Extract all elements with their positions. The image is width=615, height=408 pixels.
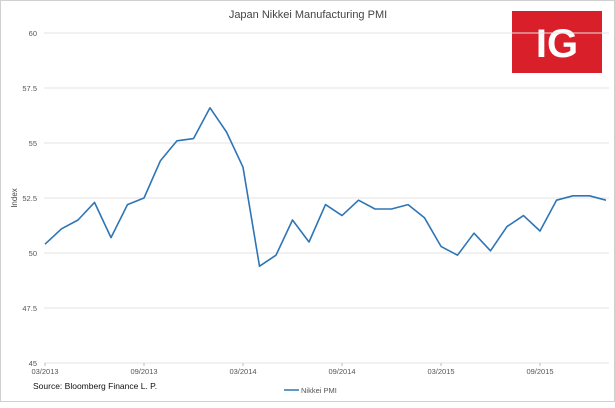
data-point — [77, 219, 79, 221]
series-group — [44, 107, 607, 268]
data-point — [209, 107, 211, 109]
data-point — [473, 232, 475, 234]
data-point — [308, 241, 310, 243]
legend: Nikkei PMI — [284, 386, 337, 395]
data-point — [60, 228, 62, 230]
data-point — [522, 214, 524, 216]
data-point — [440, 245, 442, 247]
data-point — [357, 199, 359, 201]
data-point — [192, 137, 194, 139]
data-point — [44, 243, 46, 245]
data-point — [258, 265, 260, 267]
x-tick-label: 03/2014 — [229, 367, 256, 376]
logo-text: IG — [536, 22, 578, 66]
y-tick-label: 45 — [29, 359, 37, 368]
data-point — [242, 166, 244, 168]
x-axis-ticks: 03/2013 09/2013 03/2014 09/2014 03/2015 09/20… — [31, 363, 554, 376]
y-tick-label: 52.5 — [22, 194, 37, 203]
data-point — [506, 225, 508, 227]
data-point — [407, 203, 409, 205]
data-point — [555, 199, 557, 201]
y-tick-label: 55 — [29, 139, 37, 148]
x-tick-label: 09/2014 — [328, 367, 355, 376]
x-tick-label: 09/2015 — [526, 367, 553, 376]
y-tick-label: 47.5 — [22, 304, 37, 313]
data-point — [159, 159, 161, 161]
data-point — [291, 219, 293, 221]
data-point — [126, 203, 128, 205]
y-axis-title: Index — [10, 188, 19, 208]
series-line-nikkei-pmi — [44, 107, 607, 268]
x-tick-label: 03/2015 — [427, 367, 454, 376]
logo-background — [512, 11, 602, 73]
logo: IG — [512, 11, 602, 73]
legend-label-nikkei-pmi: Nikkei PMI — [301, 386, 337, 395]
data-point — [390, 208, 392, 210]
data-point — [93, 201, 95, 203]
data-point — [324, 203, 326, 205]
data-point — [374, 208, 376, 210]
data-point — [605, 199, 607, 201]
data-point — [176, 140, 178, 142]
y-axis-ticks: 45 47.5 50 52.5 55 57.5 60 — [22, 29, 37, 368]
data-point — [275, 254, 277, 256]
data-point — [143, 197, 145, 199]
data-point — [489, 250, 491, 252]
y-tick-label: 60 — [29, 29, 37, 38]
grid-lines — [44, 32, 609, 364]
data-point — [225, 131, 227, 133]
y-tick-label: 57.5 — [22, 84, 37, 93]
data-point — [588, 195, 590, 197]
data-point — [539, 230, 541, 232]
x-tick-label: 09/2013 — [130, 367, 157, 376]
x-tick-label: 03/2013 — [31, 367, 58, 376]
data-point — [110, 236, 112, 238]
data-point — [572, 195, 574, 197]
source-note: Source: Bloomberg Finance L. P. — [33, 381, 157, 391]
chart-title: Japan Nikkei Manufacturing PMI — [229, 9, 387, 21]
data-point — [456, 254, 458, 256]
data-point — [341, 214, 343, 216]
y-tick-label: 50 — [29, 249, 37, 258]
data-point — [423, 217, 425, 219]
